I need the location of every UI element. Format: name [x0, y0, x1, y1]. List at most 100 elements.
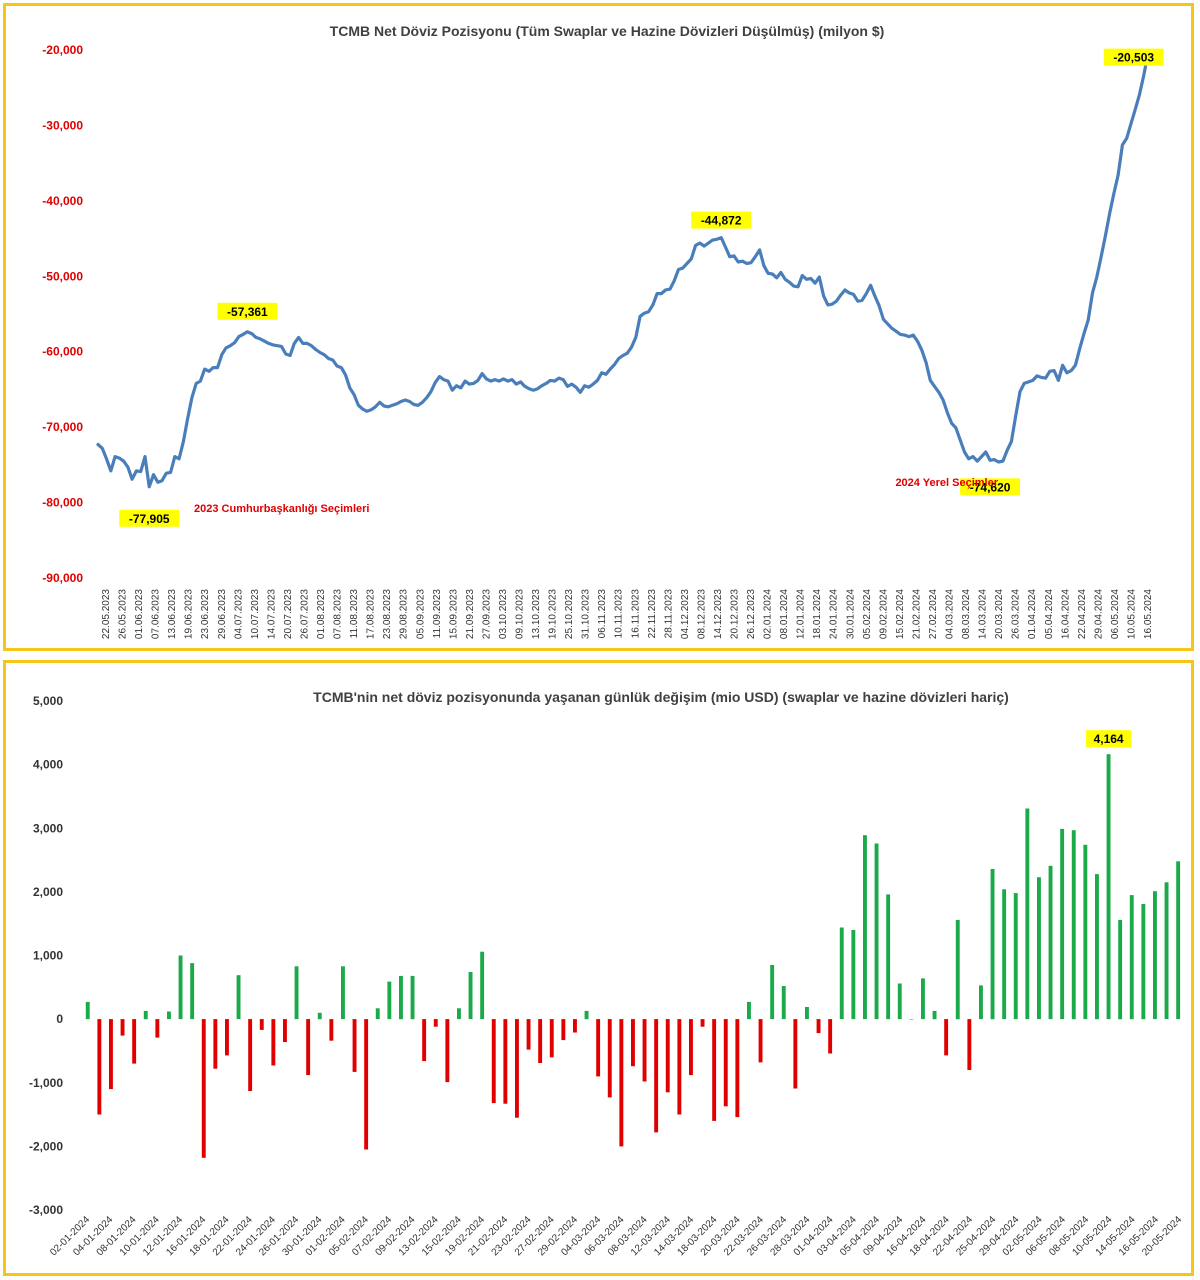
- bar: [1153, 891, 1157, 1020]
- data-label: 4,164: [1094, 732, 1124, 746]
- bar: [1013, 893, 1018, 1020]
- bar: [410, 975, 415, 1020]
- bar: [1118, 919, 1123, 1020]
- x-tick-label: 14.07.2023: [266, 589, 277, 639]
- bar: [921, 978, 925, 1020]
- x-tick-label: 05.09.2023: [415, 589, 426, 639]
- x-tick-label: 09.10.2023: [514, 589, 525, 639]
- data-label-bg: [691, 211, 752, 229]
- bar: [758, 1019, 763, 1063]
- bar: [967, 1019, 972, 1070]
- y-tick-label: -30,000: [42, 118, 83, 132]
- event-note: 2023 Cumhurbaşkanlığı Seçimleri: [194, 503, 369, 515]
- bar: [480, 951, 485, 1020]
- x-tick-label: 23.06.2023: [200, 589, 211, 639]
- x-tick-label: 21.09.2023: [465, 589, 476, 639]
- bar: [1037, 877, 1041, 1020]
- bar: [642, 1019, 647, 1082]
- bar: [271, 1019, 276, 1066]
- bar: [468, 972, 473, 1020]
- x-tick-label: 03.10.2023: [498, 589, 509, 639]
- data-label-bg: [1086, 730, 1132, 748]
- x-tick-label: 04.12.2023: [680, 589, 691, 639]
- bar: [863, 835, 867, 1020]
- y-tick-label: -3,000: [29, 1203, 63, 1217]
- bar: [805, 1007, 809, 1020]
- x-tick-label: 22.11.2023: [647, 589, 658, 639]
- line-chart: TCMB Net Döviz Pozisyonu (Tüm Swaplar ve…: [42, 23, 1164, 639]
- x-tick-label: 10.07.2023: [250, 589, 261, 639]
- bar: [747, 1001, 751, 1020]
- bar-chart-title: TCMB'nin net döviz pozisyonunda yaşanan …: [313, 689, 1009, 705]
- x-tick-label: 06.05.2024: [1110, 589, 1121, 639]
- x-tick-label: 29.04.2024: [1093, 589, 1104, 639]
- bar: [201, 1019, 206, 1158]
- bar: [689, 1019, 693, 1076]
- x-tick-label: 26.07.2023: [299, 589, 310, 639]
- bar: [352, 1019, 357, 1072]
- bar: [317, 1012, 322, 1020]
- x-tick-label: 16.04.2024: [1060, 589, 1071, 639]
- x-tick-label: 29.08.2023: [399, 589, 410, 639]
- bar: [874, 843, 879, 1020]
- x-tick-label: 16.11.2023: [630, 589, 641, 639]
- y-tick-label: -80,000: [42, 496, 83, 510]
- x-tick-label: 07.08.2023: [333, 589, 344, 639]
- bar: [851, 930, 856, 1020]
- x-tick-label: 10.05.2024: [1126, 589, 1137, 639]
- bar: [828, 1019, 833, 1054]
- bar: [422, 1019, 427, 1062]
- bar: [143, 1010, 148, 1020]
- y-tick-label: 4,000: [33, 758, 63, 772]
- bar: [445, 1019, 450, 1083]
- bar: [294, 966, 299, 1020]
- bar: [259, 1019, 264, 1030]
- data-label: -44,872: [701, 214, 742, 228]
- y-tick-label: -60,000: [42, 345, 83, 359]
- bar: [839, 927, 844, 1020]
- bar: [1002, 889, 1007, 1020]
- bar: [1176, 861, 1181, 1020]
- x-tick-label: 16.05.2024: [1143, 589, 1154, 639]
- bar: [399, 975, 403, 1020]
- bar: [491, 1019, 496, 1104]
- bar: [770, 965, 775, 1020]
- x-tick-label: 08.12.2023: [696, 589, 707, 639]
- x-tick-label: 26.03.2024: [1011, 589, 1022, 639]
- x-tick-label: 09.02.2024: [878, 589, 889, 639]
- x-tick-label: 01.06.2023: [134, 589, 145, 639]
- bar: [190, 963, 195, 1020]
- x-tick-label: 27.09.2023: [481, 589, 492, 639]
- bar: [341, 966, 345, 1020]
- bar: [538, 1019, 543, 1063]
- x-tick-label: 20.07.2023: [283, 589, 294, 639]
- bar: [364, 1019, 369, 1150]
- y-tick-label: 3,000: [33, 821, 63, 835]
- bar: [97, 1019, 102, 1115]
- x-tick-label: 20.12.2023: [730, 589, 741, 639]
- bar: [619, 1019, 624, 1147]
- x-tick-label: 10.11.2023: [614, 589, 625, 639]
- bar: [120, 1019, 125, 1036]
- bar: [329, 1019, 334, 1041]
- x-tick-label: 18.01.2024: [812, 589, 823, 639]
- bar: [387, 981, 392, 1020]
- data-label-bg: [119, 509, 180, 527]
- x-tick-label: 27.02.2024: [928, 589, 939, 639]
- x-tick-label: 15.02.2024: [895, 589, 906, 639]
- x-tick-label: 22.05.2023: [101, 589, 112, 639]
- bar: [561, 1019, 566, 1041]
- bar: [109, 1019, 113, 1090]
- x-tick-label: 19.10.2023: [548, 589, 559, 639]
- bar: [178, 955, 183, 1020]
- x-tick-label: 30.01.2024: [845, 589, 856, 639]
- bar: [132, 1019, 137, 1064]
- x-tick-label: 26.12.2023: [746, 589, 757, 639]
- bar: [1060, 828, 1065, 1020]
- bar: [677, 1019, 682, 1115]
- bar: [1141, 904, 1146, 1020]
- x-tick-label: 07.06.2023: [151, 589, 162, 639]
- x-tick-label: 24.01.2024: [829, 589, 840, 639]
- line-chart-panel: TCMB Net Döviz Pozisyonu (Tüm Swaplar ve…: [3, 3, 1194, 651]
- bar: [584, 1010, 589, 1020]
